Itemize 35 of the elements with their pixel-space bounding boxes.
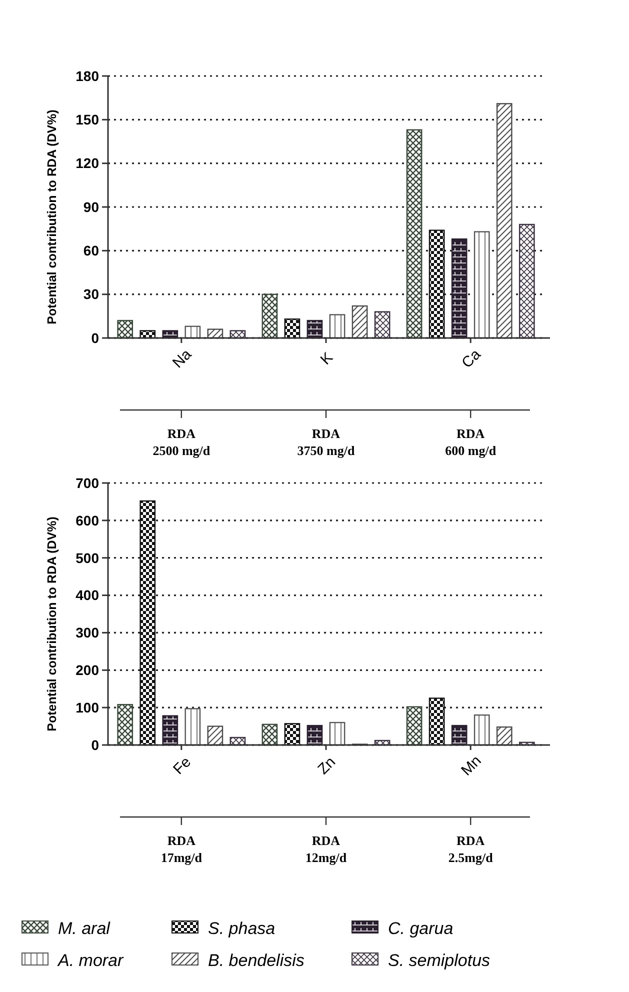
y-tick-label: 600: [76, 512, 100, 528]
y-tick-label: 0: [91, 330, 100, 346]
y-tick-label: 0: [91, 736, 100, 753]
y-tick-label: 100: [76, 699, 100, 716]
text: RDA 2500 mg/d: [152, 426, 211, 458]
y-tick-label: 180: [76, 68, 100, 84]
text: RDA 2.5mg/d: [448, 833, 494, 865]
x-tick-label: Mn: [458, 752, 485, 780]
x-tick-label: Fe: [170, 754, 194, 778]
y-axis-title: Potential contribution to RDA (DV%): [45, 516, 59, 732]
y-tick-label: 500: [76, 550, 100, 566]
text: RDA 600 mg/d: [445, 426, 497, 458]
y-tick-label: 90: [83, 198, 100, 215]
x-tick-label: Na: [169, 346, 196, 372]
legend-label: C. garua: [388, 918, 454, 938]
legend-label: A. morar: [57, 950, 125, 970]
x-tick-label: Zn: [314, 754, 340, 778]
y-tick-label: 400: [76, 587, 100, 604]
x-tick-label: Ca: [458, 346, 485, 372]
y-tick-label: 150: [76, 112, 100, 128]
legend-label: S. semiplotus: [388, 950, 491, 970]
text: RDA 12mg/d: [305, 833, 348, 865]
text: RDA 3750 mg/d: [297, 426, 356, 458]
legend-label: B. bendelisis: [208, 950, 305, 970]
legend-label: S. phasa: [208, 918, 276, 938]
y-tick-label: 30: [83, 286, 100, 302]
y-tick-label: 60: [83, 242, 100, 259]
text: RDA 17mg/d: [160, 833, 203, 865]
y-tick-label: 120: [76, 155, 100, 172]
y-tick-label: 300: [76, 624, 100, 641]
y-tick-label: 700: [76, 474, 100, 491]
legend-label: M. aral: [58, 918, 112, 938]
y-tick-label: 200: [76, 662, 100, 678]
x-tick-label: K: [317, 349, 336, 368]
y-axis-title: Potential contribution to RDA (DV%): [45, 110, 59, 324]
